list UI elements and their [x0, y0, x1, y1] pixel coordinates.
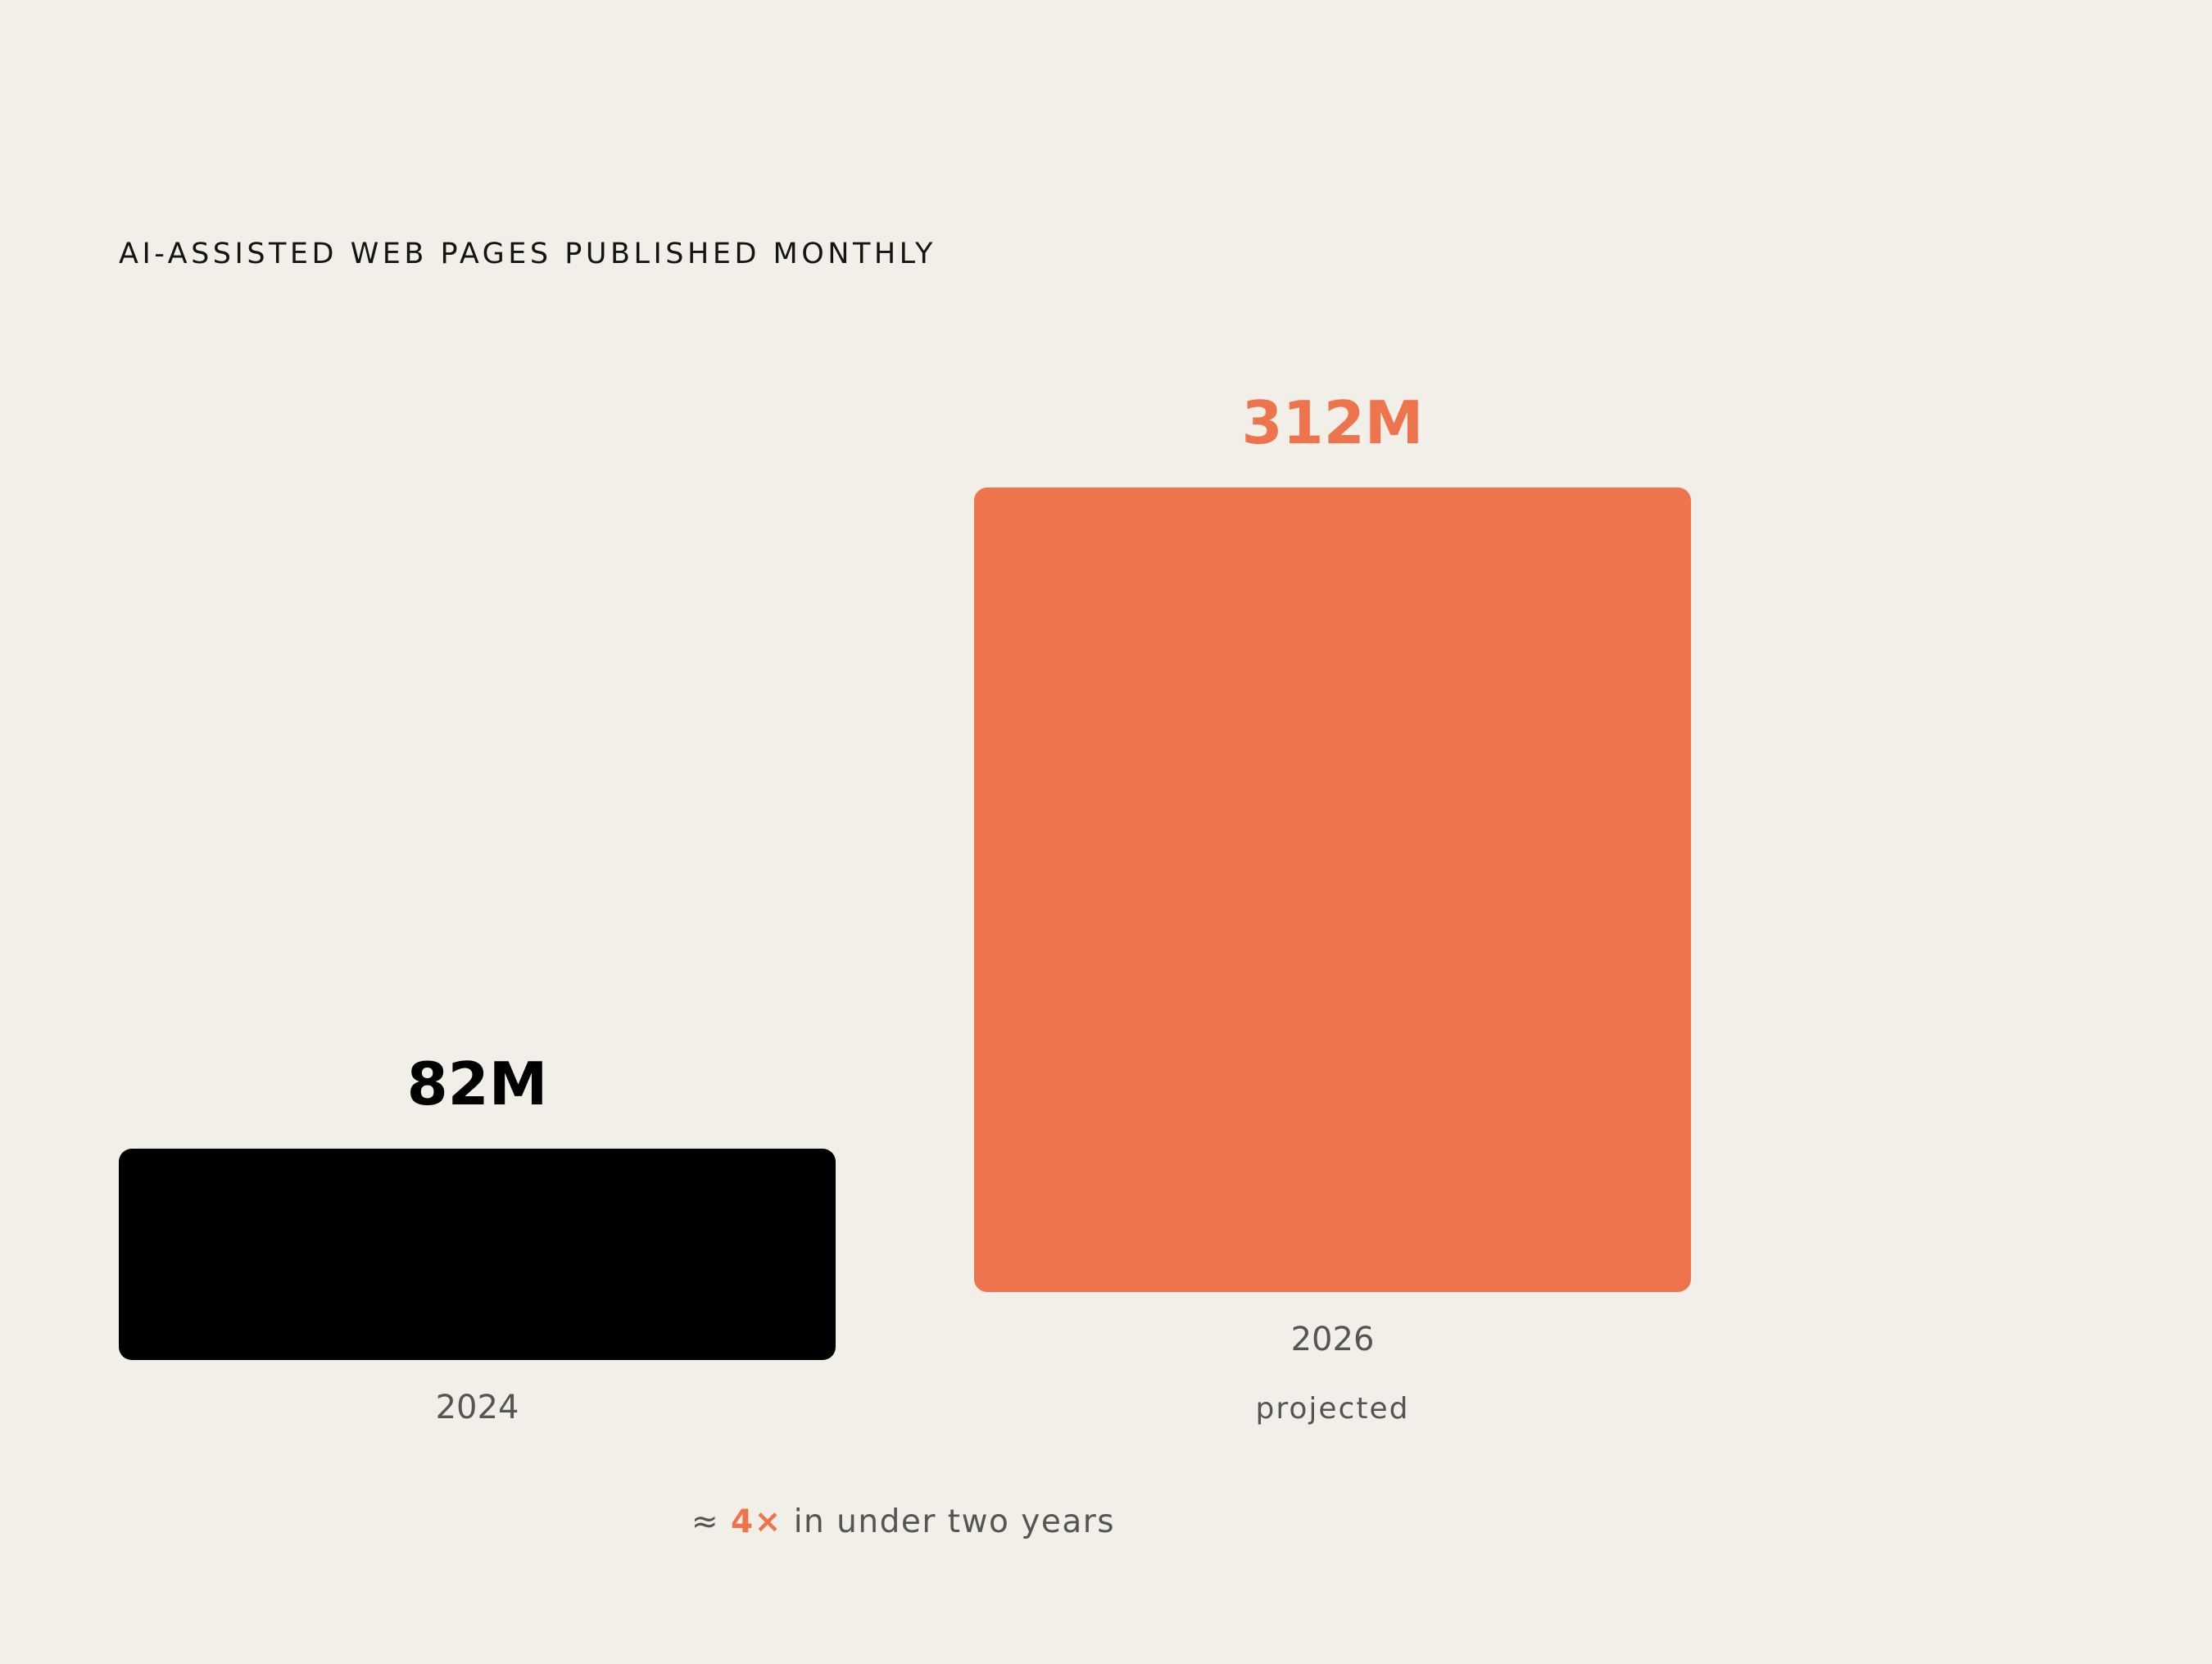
- footnote: ≈ 4× in under two years: [0, 1503, 1806, 1540]
- bar-2024: [119, 1148, 836, 1360]
- footnote-suffix: in under two years: [782, 1503, 1116, 1540]
- footnote-highlight: 4×: [731, 1503, 782, 1540]
- category-note-2026: projected: [1255, 1392, 1410, 1426]
- category-label-2024: 2024: [435, 1389, 519, 1426]
- footnote-prefix: ≈: [691, 1503, 731, 1540]
- bar-2026: [974, 487, 1691, 1292]
- category-label-2026: 2026: [1290, 1321, 1375, 1358]
- value-label-2024: 82M: [406, 1049, 548, 1118]
- value-label-2026: 312M: [1241, 388, 1424, 457]
- chart-title: AI-ASSISTED WEB PAGES PUBLISHED MONTHLY: [119, 238, 936, 270]
